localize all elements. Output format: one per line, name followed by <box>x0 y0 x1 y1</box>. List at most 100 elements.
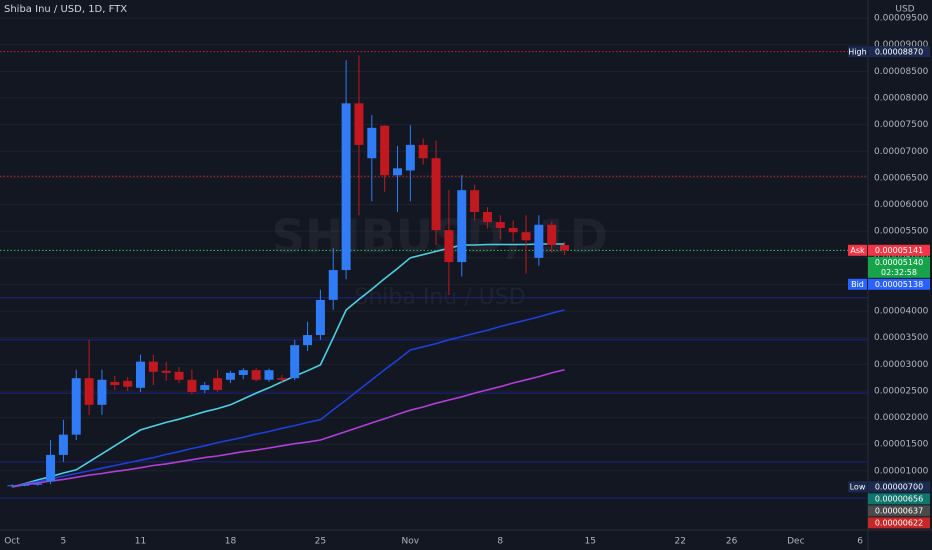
candle-body <box>161 370 171 373</box>
y-tick-label: 0.00001500 <box>874 440 929 450</box>
x-tick-label: 26 <box>726 537 738 547</box>
y-tick-label: 0.00004000 <box>874 307 929 317</box>
y-tick-label: 0.00007000 <box>874 147 929 157</box>
candle-body <box>418 144 428 159</box>
candle-body <box>58 434 68 455</box>
y-tick-label: 0.00006500 <box>874 173 929 183</box>
x-tick-label: 8 <box>497 537 503 547</box>
y-tick-label: 0.00002000 <box>874 413 929 423</box>
candle-body <box>148 361 158 372</box>
y-tick-label: 0.00008000 <box>874 94 929 104</box>
candle-body <box>290 345 300 379</box>
price-label-box <box>868 278 930 290</box>
candle-body <box>315 299 325 336</box>
candle-body <box>495 222 505 228</box>
axes: 0.00001000 0.00001500 0.00002000 0.00002500… <box>4 14 930 547</box>
candle-body <box>560 245 570 251</box>
candle-body <box>534 224 544 258</box>
y-tick-label: 0.00002500 <box>874 386 929 396</box>
x-tick-label: 15 <box>585 537 596 547</box>
ma-line <box>11 368 565 488</box>
candle-body <box>213 378 223 390</box>
candle-body <box>97 379 107 405</box>
y-tick-label: 0.00001000 <box>874 466 929 476</box>
candle-body <box>84 378 94 405</box>
candle-body <box>200 385 210 390</box>
candle-body <box>187 379 197 393</box>
y-tick-label: 0.00003500 <box>874 333 929 343</box>
candle-body <box>136 361 145 388</box>
price-label-box <box>868 481 930 493</box>
price-label-box <box>868 244 930 256</box>
price-label-box <box>868 505 930 517</box>
x-tick-label: Dec <box>787 537 804 547</box>
countdown: 02:32:58 <box>881 268 917 277</box>
candle-body <box>277 378 287 380</box>
price-label: 0.00005138 <box>875 280 923 289</box>
price-tag-box <box>848 278 867 290</box>
candle-body <box>393 168 402 176</box>
candle-body <box>303 335 313 346</box>
candle-body <box>470 190 480 212</box>
price-tag-box <box>848 481 867 493</box>
y-tick-label: 0.00009000 <box>874 40 929 50</box>
x-tick-label: 25 <box>315 537 326 547</box>
x-tick-label: 6 <box>857 537 863 547</box>
candle-body <box>20 484 30 486</box>
candle-body <box>251 370 261 380</box>
candle-body <box>7 485 17 487</box>
price-label-box <box>868 493 930 505</box>
price-label-box <box>868 46 930 58</box>
candle-body <box>225 372 235 380</box>
price-tag: Ask <box>850 246 865 255</box>
candle-body <box>521 232 531 241</box>
y-tick-label: 0.00008500 <box>874 67 929 77</box>
candle-body <box>174 371 184 380</box>
plot <box>0 51 868 499</box>
y-tick-label: 0.00007500 <box>874 120 929 130</box>
candle-body <box>367 127 377 159</box>
price-label-box <box>868 256 930 278</box>
price-tag: High <box>848 47 866 56</box>
y-tick-label: 0.00003000 <box>874 360 929 370</box>
y-tick-label: 0.00005500 <box>874 227 929 237</box>
candle-body <box>123 380 133 387</box>
x-tick-label: 18 <box>225 537 237 547</box>
candle-body <box>457 190 467 263</box>
price-label: 0.00000700 <box>875 483 923 492</box>
candle-body <box>33 483 43 485</box>
candle-body <box>380 125 390 176</box>
x-tick-label: 5 <box>61 537 67 547</box>
price-tag: Low <box>850 483 866 492</box>
candle-body <box>405 144 415 171</box>
candle-body <box>341 103 351 271</box>
candle-body <box>444 230 454 263</box>
ma-line <box>11 243 565 488</box>
symbol-title: Shiba Inu / USD, 1D, FTX <box>4 4 127 15</box>
candle-body <box>431 158 441 231</box>
candle-body <box>110 381 120 386</box>
price-tag: Bid <box>851 280 864 289</box>
y-tick-label: 0.00009500 <box>874 14 929 24</box>
x-tick-label: Oct <box>4 537 20 547</box>
candle-body <box>482 212 492 223</box>
currency-label: USD <box>895 5 914 15</box>
price-label: 0.00000637 <box>875 507 923 516</box>
price-tag-box <box>848 244 867 256</box>
candle-body <box>264 370 274 380</box>
candle-body <box>547 224 557 246</box>
x-tick-label: 11 <box>135 537 146 547</box>
ma-line <box>11 309 565 488</box>
y-tick-label: 0.00006000 <box>874 200 929 210</box>
price-label: 0.00005141 <box>875 246 923 255</box>
price-label: 0.00008870 <box>875 47 923 56</box>
candle-body <box>354 103 364 145</box>
candle-body <box>46 454 56 482</box>
candle-body <box>238 370 248 375</box>
price-label: 0.00000656 <box>875 495 923 504</box>
x-tick-label: 22 <box>674 537 685 547</box>
price-label-box <box>868 517 930 529</box>
candle-body <box>328 270 338 300</box>
